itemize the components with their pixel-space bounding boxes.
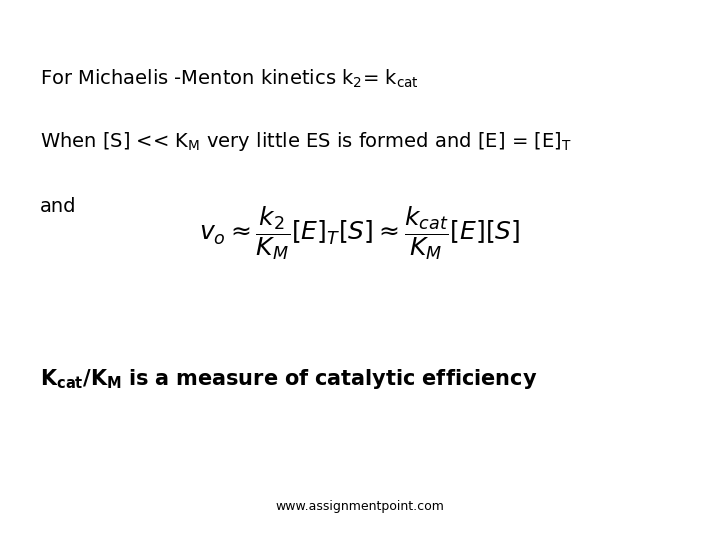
Text: For Michaelis -Menton kinetics k$_2$= k$_{\rm cat}$: For Michaelis -Menton kinetics k$_2$= k$… [40, 68, 418, 90]
Text: and: and [40, 197, 76, 216]
Text: $\mathbf{K_{cat}/K_M}$ $\mathbf{is\ a\ measure\ of\ catalytic\ efficiency}$: $\mathbf{K_{cat}/K_M}$ $\mathbf{is\ a\ m… [40, 367, 537, 391]
Text: When [S] << K$_{\rm M}$ very little ES is formed and [E] = [E]$_{\rm T}$: When [S] << K$_{\rm M}$ very little ES i… [40, 130, 571, 153]
Text: $v_o \approx \dfrac{k_2}{K_M}[E]_T[S] \approx \dfrac{k_{cat}}{K_M}[E][S]$: $v_o \approx \dfrac{k_2}{K_M}[E]_T[S] \a… [199, 205, 521, 262]
Text: www.assignmentpoint.com: www.assignmentpoint.com [276, 500, 444, 513]
